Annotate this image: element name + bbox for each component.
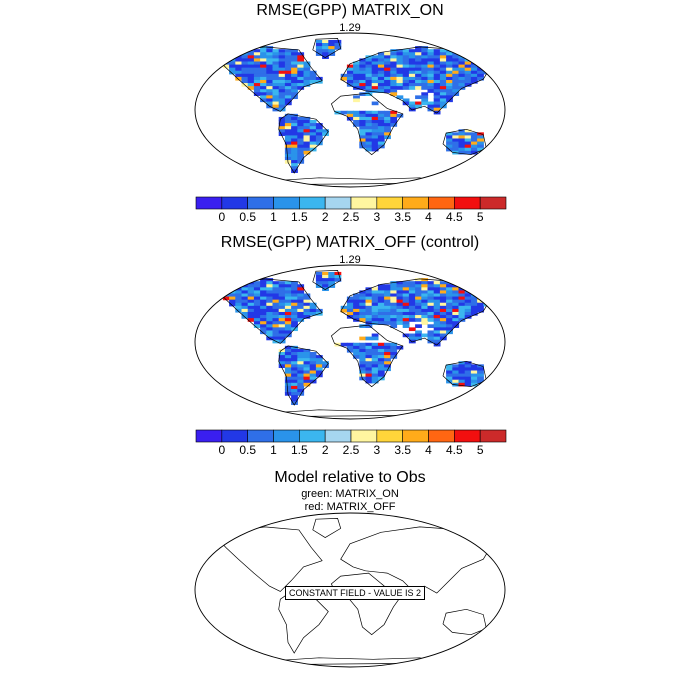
panel1-title: RMSE(GPP) MATRIX_ON (256, 2, 444, 19)
colorbar-tick-label: 0.5 (239, 210, 256, 224)
colorbar-tick-label: 3.5 (394, 443, 411, 457)
colorbar-tick-label: 3 (373, 443, 381, 457)
colorbar-tick-label: 1 (270, 210, 277, 224)
colorbar-tick-label: 2.5 (342, 443, 360, 457)
panel2-subtitle: 1.29 (339, 254, 361, 266)
colorbar-swatch (299, 196, 326, 210)
colorbar-tick-label: 0 (218, 210, 226, 224)
colorbar-tick-label: 4 (425, 210, 432, 224)
colorbar-swatch (428, 196, 455, 210)
map-panel-2 (194, 264, 506, 420)
colorbar-tick-label: 5 (476, 443, 484, 457)
colorbar-tick-label: 1 (270, 443, 277, 457)
colorbar-swatch (273, 196, 300, 210)
colorbar-tick-label: 4.5 (445, 210, 463, 224)
panel3-title: Model relative to Obs (274, 469, 426, 486)
map-panel-1 (194, 32, 506, 188)
colorbar-swatch (273, 429, 300, 443)
colorbar-swatch (479, 196, 507, 210)
colorbar-swatch (247, 196, 274, 210)
colorbar-swatch (195, 429, 223, 443)
colorbar-swatch (428, 429, 455, 443)
colorbar-swatch (454, 196, 481, 210)
panel3-legend-red: red: MATRIX_OFF (304, 501, 396, 513)
colorbar-swatch (195, 196, 223, 210)
colorbar-tick-label: 4 (425, 443, 432, 457)
colorbar-swatch (350, 429, 378, 443)
colorbar-swatch (324, 429, 352, 443)
colorbar-swatch (247, 429, 274, 443)
colorbar-swatch (324, 196, 352, 210)
colorbar-tick-label: 2 (321, 210, 329, 224)
panel3-legend-green: green: MATRIX_ON (301, 488, 399, 500)
colorbar-swatch (454, 429, 481, 443)
panel1-subtitle: 1.29 (339, 22, 361, 34)
colorbar-swatch (221, 196, 248, 210)
colorbar-tick-label: 5 (476, 210, 484, 224)
colorbar-swatch (350, 196, 378, 210)
colorbar-tick-label: 0.5 (239, 443, 256, 457)
colorbar-swatch (479, 429, 507, 443)
colorbar-swatch (376, 429, 403, 443)
colorbar-swatch (221, 429, 248, 443)
colorbar-1 (195, 196, 507, 210)
colorbar-2 (195, 429, 507, 443)
colorbar-tick-label: 2.5 (342, 210, 360, 224)
panel2-title: RMSE(GPP) MATRIX_OFF (control) (220, 234, 480, 251)
colorbar-tick-label: 0 (218, 443, 226, 457)
colorbar-swatch (299, 429, 326, 443)
colorbar-swatch (402, 196, 429, 210)
constant-field-note: CONSTANT FIELD - VALUE IS 2 (285, 586, 426, 600)
colorbar-tick-label: 1.5 (290, 443, 308, 457)
colorbar-tick-label: 2 (321, 443, 329, 457)
colorbar-tick-label: 4.5 (445, 443, 463, 457)
colorbar-tick-label: 1.5 (290, 210, 308, 224)
colorbar-swatch (402, 429, 429, 443)
colorbar-tick-label: 3 (373, 210, 381, 224)
colorbar-swatch (376, 196, 403, 210)
colorbar-tick-label: 3.5 (394, 210, 411, 224)
